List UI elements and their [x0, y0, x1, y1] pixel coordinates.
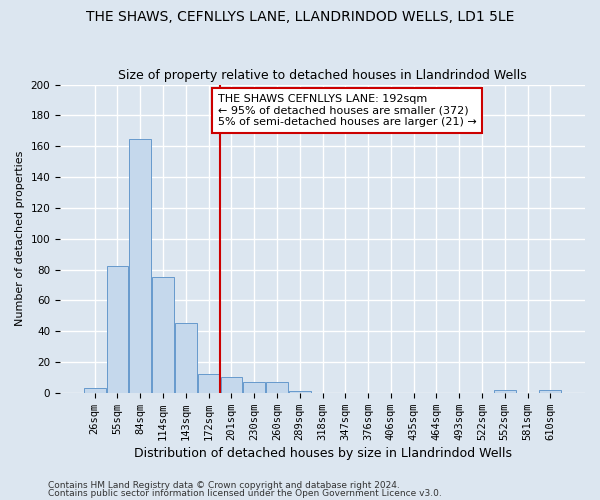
Bar [244, 382, 265, 393]
Text: Contains public sector information licensed under the Open Government Licence v3: Contains public sector information licen… [48, 489, 442, 498]
Text: THE SHAWS CEFNLLYS LANE: 192sqm
← 95% of detached houses are smaller (372)
5% of: THE SHAWS CEFNLLYS LANE: 192sqm ← 95% of… [218, 94, 476, 127]
Bar [494, 390, 515, 393]
Y-axis label: Number of detached properties: Number of detached properties [15, 151, 25, 326]
Bar [107, 266, 128, 393]
Bar [266, 382, 288, 393]
Bar [130, 138, 151, 393]
X-axis label: Distribution of detached houses by size in Llandrindod Wells: Distribution of detached houses by size … [134, 447, 512, 460]
Title: Size of property relative to detached houses in Llandrindod Wells: Size of property relative to detached ho… [118, 69, 527, 82]
Bar [221, 378, 242, 393]
Bar [539, 390, 561, 393]
Bar [198, 374, 220, 393]
Bar [289, 392, 311, 393]
Text: THE SHAWS, CEFNLLYS LANE, LLANDRINDOD WELLS, LD1 5LE: THE SHAWS, CEFNLLYS LANE, LLANDRINDOD WE… [86, 10, 514, 24]
Bar [84, 388, 106, 393]
Bar [152, 277, 174, 393]
Bar [175, 324, 197, 393]
Text: Contains HM Land Registry data © Crown copyright and database right 2024.: Contains HM Land Registry data © Crown c… [48, 480, 400, 490]
